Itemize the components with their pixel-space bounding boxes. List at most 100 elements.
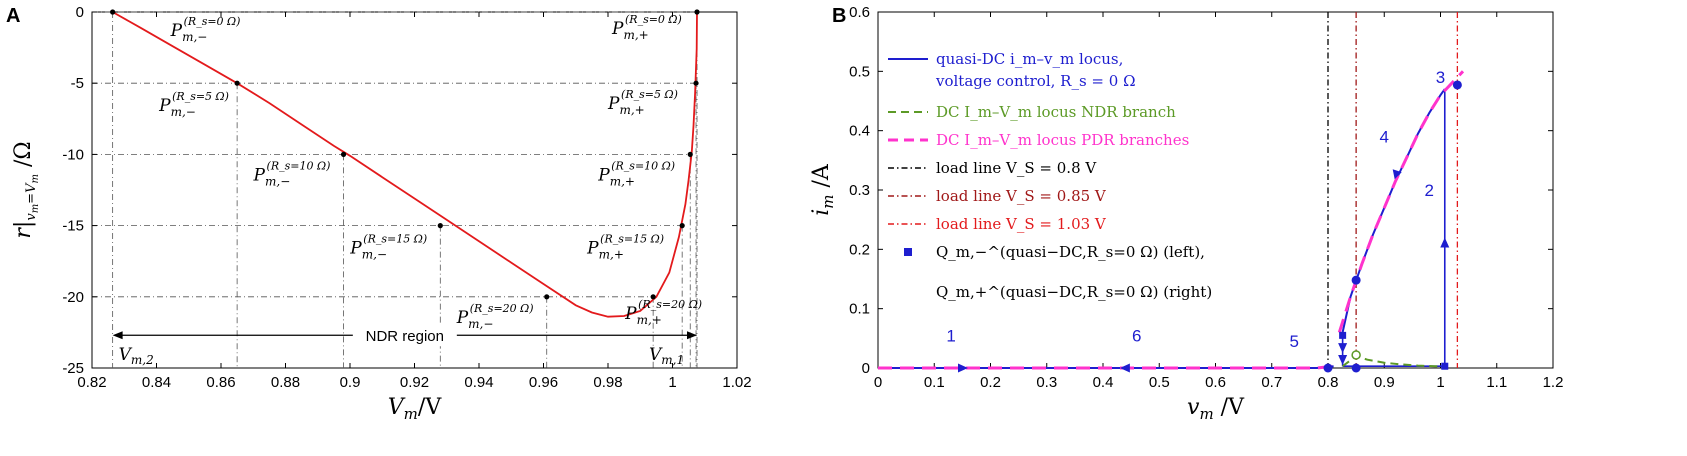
point-label-superscript: (R_s=15 Ω) [363, 233, 427, 246]
x-tick-label: 0.8 [1318, 374, 1339, 391]
x-tick-label: 0.88 [271, 374, 300, 391]
operating-point-plus [650, 294, 656, 300]
y-tick-label: -25 [62, 360, 84, 377]
legend-label: load line V_S = 0.8 V [936, 159, 1097, 177]
point-label-superscript: (R_s=10 Ω) [611, 159, 675, 172]
x-tick-label: 0.9 [1374, 374, 1395, 391]
point-label-superscript: (R_s=5 Ω) [621, 88, 678, 101]
x-tick-label: 0.6 [1205, 374, 1226, 391]
point-label-superscript: (R_s=15 Ω) [600, 233, 664, 246]
step-label: 2 [1425, 181, 1434, 200]
y-tick-label: 0 [862, 360, 870, 377]
step-label: 4 [1380, 128, 1389, 147]
ndr-region-label: NDR region [366, 328, 444, 345]
x-tick-label: 0.86 [206, 374, 235, 391]
operating-dot [1351, 275, 1361, 285]
y-tick-label: -20 [62, 289, 84, 306]
legend-label: load line V_S = 1.03 V [936, 215, 1107, 233]
arrow-6 [1119, 363, 1130, 373]
y-tick-label: 0.1 [849, 301, 870, 318]
pdr-branch-right [1337, 70, 1465, 333]
operating-point-minus [544, 294, 550, 300]
arrow-2 [1440, 237, 1450, 248]
point-label: Pm,− [170, 21, 208, 44]
step-label: 3 [1436, 68, 1445, 87]
chart-panel-a: 0.82 0.84 0.86 0.88 0.9 0.92 0.94 0.96 0.98 1 1.02… [11, 4, 752, 423]
x-axis-label: vm /V [1187, 395, 1245, 423]
y-tick-label: 0.2 [849, 241, 870, 258]
y-tick-label: 0.6 [849, 4, 870, 21]
operating-point-plus [694, 9, 700, 15]
point-label-superscript: (R_s=0 Ω) [625, 13, 682, 26]
pdr-branch-left [878, 364, 1334, 370]
legend-label: voltage control, R_s = 0 Ω [935, 72, 1136, 90]
point-label-superscript: (R_s=0 Ω) [184, 15, 241, 28]
point-label: Pm,+ [607, 94, 645, 117]
operating-point-minus [340, 151, 347, 157]
x-tick-label: 0.92 [400, 374, 429, 391]
step-label: 6 [1132, 326, 1141, 345]
x-tick-label: 1.02 [722, 374, 751, 391]
arrow-4 [1392, 169, 1402, 180]
point-label: Pm,− [158, 96, 196, 119]
y-tick-label: 0.3 [849, 182, 870, 199]
operating-point-minus [110, 9, 116, 15]
arrow-5 [1338, 355, 1348, 366]
x-tick-label: 0.5 [1149, 374, 1170, 391]
legend-label: quasi-DC i_m–v_m locus, [936, 50, 1123, 68]
x-tick-label: 0.84 [142, 374, 171, 391]
x-tick-label: 1.2 [1543, 374, 1564, 391]
point-label: Pm,+ [597, 165, 635, 188]
operating-point-plus [687, 151, 693, 157]
x-tick-label: 0.96 [529, 374, 558, 391]
point-label-superscript: (R_s=5 Ω) [172, 90, 229, 103]
operating-point-minus [437, 223, 443, 229]
legend-swatch [904, 248, 912, 256]
v-m2-label: Vm,2 [119, 345, 154, 367]
point-label-superscript: (R_s=10 Ω) [267, 159, 331, 172]
y-tick-label: -5 [71, 75, 84, 92]
v-m1-label: Vm,1 [649, 345, 684, 367]
y-tick-label: 0.5 [849, 63, 870, 80]
arrow-1 [958, 363, 968, 373]
y-tick-label: -10 [62, 146, 84, 163]
point-label: Pm,− [253, 165, 291, 188]
legend-label: DC I_m–V_m locus NDR branch [936, 103, 1176, 121]
panel-letter-b: B [832, 5, 846, 27]
operating-dot [1351, 363, 1361, 373]
y-tick-label: 0.4 [849, 123, 870, 140]
legend-label: DC I_m–V_m locus PDR branches [936, 131, 1189, 149]
quasi-dc-upper-branch [1341, 88, 1446, 333]
x-tick-label: 1 [1436, 374, 1444, 391]
step-label: 5 [1290, 332, 1299, 351]
legend: quasi-DC i_m–v_m locus, voltage control, … [888, 50, 1212, 301]
x-axis-label: Vm/V [388, 395, 443, 423]
q-marker [1441, 362, 1449, 370]
x-tick-label: 0.98 [593, 374, 622, 391]
point-label: Pm,− [456, 308, 494, 331]
legend-label: Q_m,+^(quasi−DC,R_s=0 Ω) (right) [936, 283, 1212, 301]
y-axis-label: r|vm=Vm /Ω [11, 141, 41, 238]
y-axis-label: im /A [809, 163, 837, 216]
r-vs-vm-curve [112, 11, 698, 318]
operating-point-plus [693, 80, 699, 86]
x-tick-label: 0.1 [924, 374, 945, 391]
x-tick-label: 0.7 [1261, 374, 1282, 391]
panel-letter-a: A [6, 5, 20, 27]
legend-label: load line V_S = 0.85 V [936, 187, 1107, 205]
point-label: Pm,− [349, 239, 387, 262]
x-tick-label: 0.82 [77, 374, 106, 391]
point-label: Pm,+ [624, 304, 662, 327]
arrow-5b [1338, 343, 1348, 354]
operating-dot [1452, 80, 1462, 90]
operating-point-minus [234, 80, 240, 86]
q-marker [1339, 331, 1347, 339]
y-tick-label: 0 [76, 4, 84, 21]
x-tick-label: 1 [668, 374, 676, 391]
point-label: Pm,+ [611, 19, 649, 42]
chart-panel-b: 0 0.1 0.2 0.3 0.4 0.5 0.6 0.7 0.8 0.9 1 1.1 1.2 0 0.1 0… [809, 4, 1563, 423]
x-tick-label: 0.3 [1036, 374, 1057, 391]
x-tick-label: 0.9 [340, 374, 361, 391]
operating-dot [1323, 363, 1333, 373]
